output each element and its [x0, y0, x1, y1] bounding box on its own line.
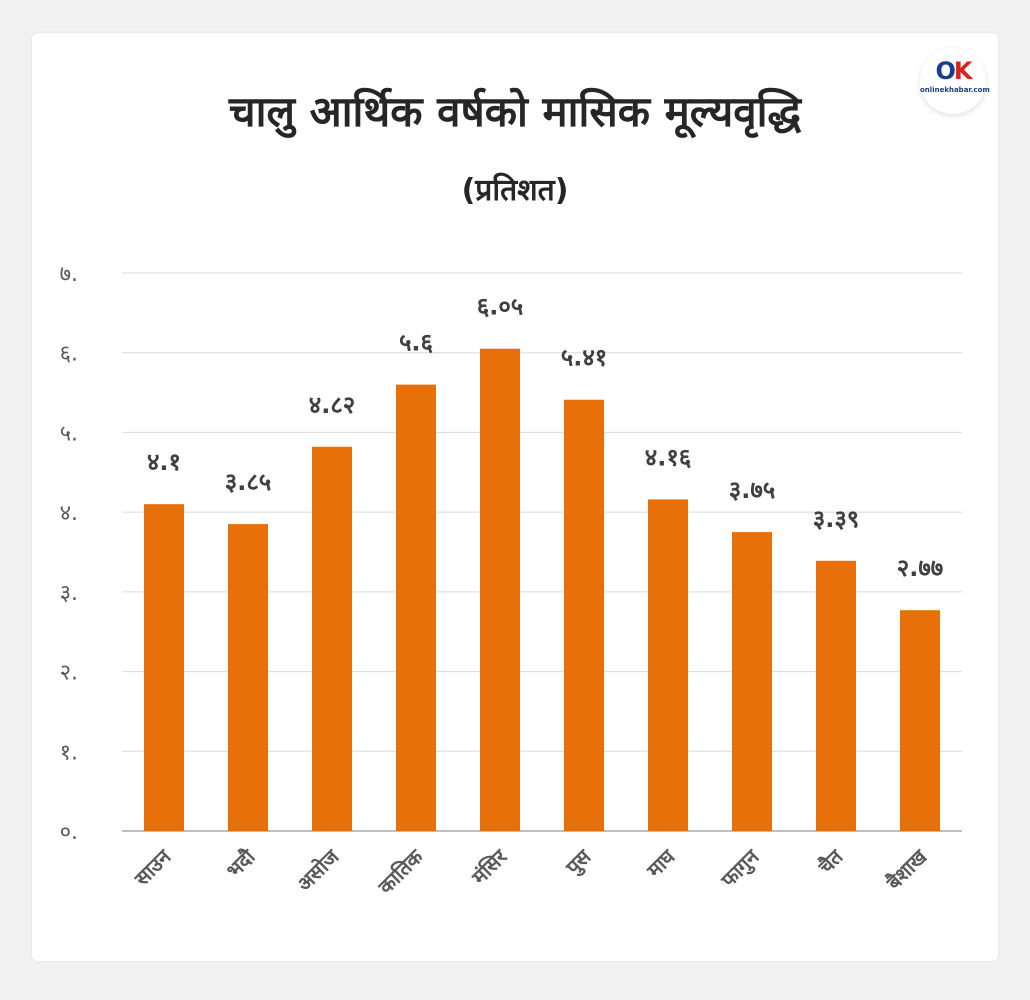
- y-tick-label: ५.: [60, 421, 78, 446]
- y-tick-label: ४.: [60, 501, 78, 526]
- bar: [480, 348, 520, 831]
- bar: [816, 560, 856, 831]
- bar: [648, 499, 688, 831]
- x-tick-label: मंसिर: [466, 844, 512, 890]
- x-tick-label: चैत: [813, 843, 849, 879]
- bar: [228, 524, 268, 831]
- x-tick-label: बैशाख: [881, 843, 933, 895]
- bar: [144, 504, 184, 831]
- x-tick-label: फागुन: [715, 844, 764, 893]
- y-tick-label: ०.: [60, 820, 78, 845]
- x-tick-label: कातिक: [373, 843, 429, 899]
- y-tick-label: ७.: [60, 262, 78, 287]
- y-tick-label: ३.: [60, 581, 78, 606]
- data-label: ४.१६: [645, 443, 692, 471]
- bar: [396, 384, 436, 831]
- x-tick-label: साउन: [129, 844, 176, 891]
- bar: [900, 610, 940, 831]
- bar: [312, 446, 352, 831]
- x-tick-label: पुस: [560, 844, 597, 881]
- logo-text: onlinekhabar.com: [920, 86, 990, 94]
- y-tick-label: ६.: [60, 342, 78, 367]
- data-label: २.७७: [897, 554, 944, 582]
- data-label: ३.८५: [225, 468, 272, 496]
- logo-mark: OK: [935, 57, 972, 85]
- data-label: ४.८२: [309, 391, 356, 419]
- data-label: ५.६: [399, 329, 433, 357]
- onlinekhabar-logo: OK onlinekhabar.com: [920, 48, 990, 114]
- y-tick-label: २.: [60, 661, 78, 686]
- x-tick-label: माघ: [641, 844, 680, 883]
- chart-subtitle: (प्रतिशत): [461, 173, 569, 208]
- y-tick-label: १.: [60, 740, 78, 765]
- bar: [564, 399, 604, 831]
- data-label: ६.०५: [477, 293, 524, 321]
- data-label: ५.४१: [561, 344, 608, 372]
- x-tick-label: भदौ: [221, 844, 260, 883]
- data-label: ३.७५: [729, 476, 776, 504]
- x-tick-label: असोज: [292, 844, 344, 896]
- data-label: ३.३९: [813, 505, 860, 533]
- bar: [732, 532, 772, 831]
- chart-title: चालु आर्थिक वर्षको मासिक मूल्यवृद्धि: [228, 87, 802, 136]
- data-label: ४.१: [147, 448, 181, 476]
